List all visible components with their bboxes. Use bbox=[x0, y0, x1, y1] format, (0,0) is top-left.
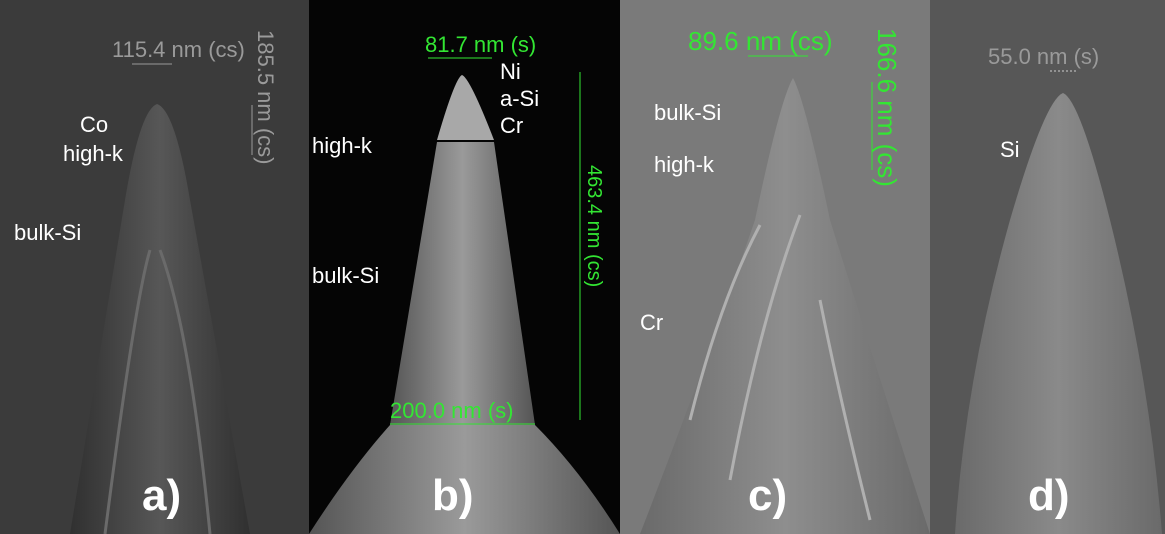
annotation: Cr bbox=[640, 310, 663, 335]
annotation: high-k bbox=[63, 141, 124, 166]
annotation: Cr bbox=[500, 113, 523, 138]
annotation: 115.4 nm (cs) bbox=[112, 37, 245, 62]
panel-a: 115.4 nm (cs) 185.5 nm (cs) Co high-k bu… bbox=[0, 0, 309, 534]
panel-c: 89.6 nm (cs) 166.6 nm (cs) bulk-Si high-… bbox=[620, 0, 930, 534]
panel-label: d) bbox=[1028, 471, 1070, 520]
annotation: bulk-Si bbox=[14, 220, 81, 245]
annotation: 463.4 nm (cs) bbox=[583, 165, 605, 287]
annotation: high-k bbox=[654, 152, 715, 177]
panel-label: c) bbox=[748, 471, 787, 520]
figure: 115.4 nm (cs) 185.5 nm (cs) Co high-k bu… bbox=[0, 0, 1165, 534]
annotation: bulk-Si bbox=[654, 100, 721, 125]
annotation: high-k bbox=[312, 133, 373, 158]
panel-label: b) bbox=[432, 471, 474, 520]
annotation: 166.6 nm (cs) bbox=[872, 28, 902, 187]
annotation: 81.7 nm (s) bbox=[425, 32, 536, 57]
panel-b: 81.7 nm (s) Ni a-Si Cr high-k bulk-Si 46… bbox=[309, 0, 620, 534]
annotation: bulk-Si bbox=[312, 263, 379, 288]
annotation: Ni bbox=[500, 59, 521, 84]
annotation: Si bbox=[1000, 137, 1020, 162]
annotation: 185.5 nm (cs) bbox=[253, 30, 278, 165]
annotation: 55.0 nm (s) bbox=[988, 44, 1099, 69]
annotation: 200.0 nm (s) bbox=[390, 398, 514, 423]
panel-label: a) bbox=[142, 471, 181, 520]
annotation: Co bbox=[80, 112, 108, 137]
panel-d: 55.0 nm (s) Si d) bbox=[930, 0, 1165, 534]
annotation: 89.6 nm (cs) bbox=[688, 26, 833, 56]
annotation: a-Si bbox=[500, 86, 539, 111]
